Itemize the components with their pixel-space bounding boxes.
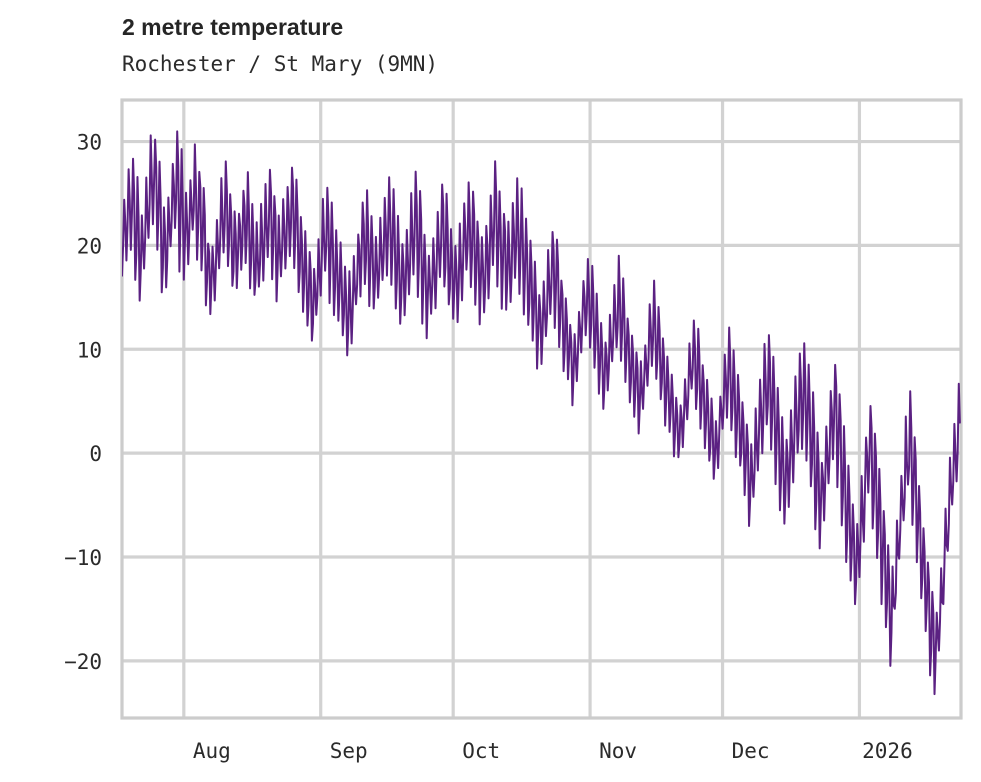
chart-subtitle: Rochester / St Mary (9MN) [122,52,439,76]
y-tick-label: −20 [64,650,102,674]
x-tick-label: Dec [732,739,770,763]
y-tick-label: 10 [77,338,102,362]
grid-lines [122,100,961,718]
chart-title: 2 metre temperature [122,14,344,40]
y-tick-label: −10 [64,546,102,570]
data-series [122,130,961,696]
plot-frame [120,98,963,720]
x-tick-label: Nov [599,739,637,763]
y-tick-label: 20 [77,234,102,258]
x-tick-label: Oct [462,739,500,763]
y-axis-ticks: 30 20 10 0 −10 −20 [64,131,102,674]
y-tick-label: 30 [77,131,102,155]
x-tick-label: Sep [330,739,368,763]
x-tick-label: 2026 [862,739,913,763]
x-axis-ticks: Aug Sep Oct Nov Dec 2026 [193,739,913,763]
x-tick-label: Aug [193,739,231,763]
temperature-line [122,130,961,696]
y-tick-label: 0 [89,442,102,466]
